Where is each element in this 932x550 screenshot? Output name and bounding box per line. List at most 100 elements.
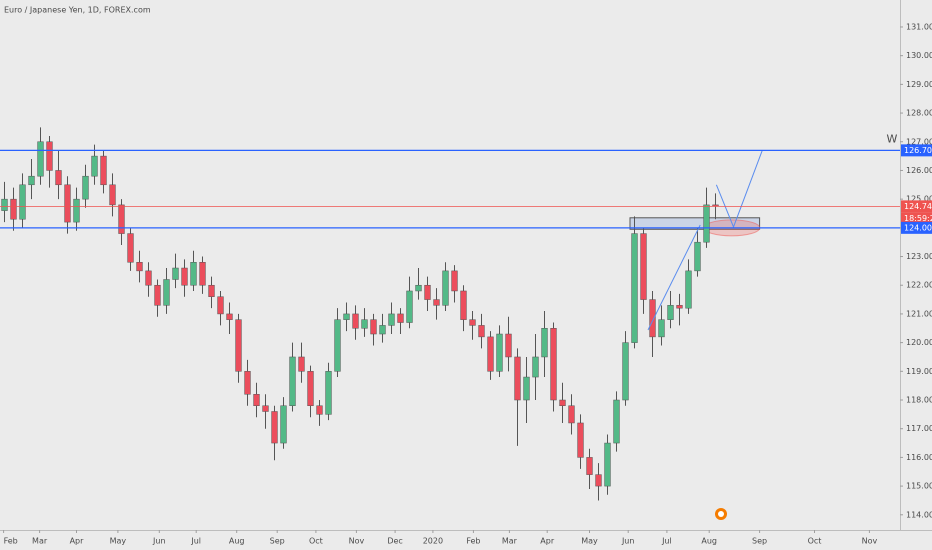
y-tick-label: 122.000	[906, 281, 932, 290]
candle-body	[82, 175, 89, 200]
x-tick-label: May	[581, 537, 598, 546]
x-tick-label: Sep	[270, 537, 285, 546]
y-tick-label: 117.000	[906, 424, 932, 433]
y-tick-label: 129.000	[906, 80, 932, 89]
candle-body	[514, 356, 521, 401]
x-tick-label: Apr	[70, 537, 85, 546]
candle-body	[37, 141, 44, 177]
candle-body	[361, 319, 368, 329]
y-tick-label: 130.000	[906, 51, 932, 60]
y-tick-label: 125.000	[906, 195, 932, 204]
y-tick-label: 116.000	[906, 453, 932, 462]
candle-body	[280, 405, 287, 444]
x-tick-label: Oct	[808, 537, 822, 546]
candle-body	[307, 371, 314, 406]
candle-body	[406, 290, 413, 323]
candle-body	[640, 233, 647, 300]
candle-body	[181, 267, 188, 286]
countdown: 18:59:26	[904, 214, 932, 223]
x-tick-label: 2020	[423, 537, 443, 546]
candle-body	[451, 270, 458, 292]
candle-body	[136, 262, 143, 272]
candle-body	[10, 198, 17, 220]
projection-line	[715, 150, 763, 229]
candle-body	[226, 313, 233, 320]
candle-body	[154, 284, 161, 306]
y-tick-label: 120.000	[906, 338, 932, 347]
candle-body	[217, 296, 224, 315]
candle-body	[478, 325, 485, 338]
candle-body	[325, 371, 332, 415]
x-tick-label: Jun	[152, 537, 166, 546]
candle-body	[496, 333, 503, 372]
price-label: 124.748	[904, 202, 932, 211]
candle-body	[334, 319, 341, 372]
y-tick-label: 131.000	[906, 22, 932, 31]
countdown-box	[901, 212, 932, 225]
candle-body	[271, 411, 278, 444]
candle-body	[631, 233, 638, 343]
x-tick-label: May	[110, 537, 127, 546]
candle-body	[19, 184, 26, 220]
candle-body	[55, 170, 62, 186]
x-tick-label: Aug	[701, 537, 717, 546]
candle-body	[703, 204, 710, 243]
candle-body	[91, 155, 98, 177]
x-tick-label: Feb	[466, 537, 480, 546]
candle-body	[298, 356, 305, 372]
candle-body	[622, 342, 629, 401]
candle-body	[388, 313, 395, 326]
x-tick-label: Apr	[540, 537, 555, 546]
price-label-box	[901, 144, 932, 157]
candle-body	[316, 405, 323, 415]
candle-body	[442, 270, 449, 306]
candle-body	[658, 319, 665, 338]
y-tick-label: 119.000	[906, 367, 932, 376]
candle-body	[253, 394, 260, 406]
candle-body	[415, 284, 422, 292]
y-tick-label: 114.000	[906, 510, 932, 519]
candle-body	[28, 175, 35, 186]
candle-body	[649, 299, 656, 338]
logo-icon-inner	[718, 511, 724, 517]
candle-body	[64, 184, 71, 223]
x-tick-label: Aug	[229, 537, 245, 546]
candle-body	[541, 328, 548, 358]
x-tick-label: Nov	[349, 537, 365, 546]
candle-body	[595, 474, 602, 487]
price-label: 124.000	[904, 223, 932, 232]
candle-body	[145, 270, 152, 286]
price-label-box	[901, 221, 932, 234]
trend-line	[647, 224, 701, 331]
candle-body	[199, 262, 206, 286]
candle-body	[1, 198, 8, 211]
candle-body	[550, 328, 557, 401]
candle-body	[262, 405, 269, 412]
y-tick-label: 121.000	[906, 309, 932, 318]
candle-body	[424, 284, 431, 300]
candle-body	[532, 356, 539, 378]
candle-body	[469, 319, 476, 326]
candle-body	[460, 290, 467, 320]
price-label-box	[901, 200, 932, 213]
chart-title: Euro / Japanese Yen, 1D, FOREX.com	[4, 6, 151, 15]
x-tick-label: Jul	[661, 537, 672, 546]
x-tick-label: Mar	[502, 537, 518, 546]
x-tick-label: Jul	[190, 537, 201, 546]
y-tick-label: 118.000	[906, 396, 932, 405]
candle-body	[118, 204, 125, 234]
x-tick-label: Jun	[621, 537, 635, 546]
candle-body	[568, 405, 575, 424]
candle-body	[505, 333, 512, 358]
candle-body	[487, 336, 494, 372]
zone	[629, 217, 761, 230]
y-tick-label: 123.000	[906, 252, 932, 261]
candle-body	[685, 270, 692, 309]
candle-body	[208, 284, 215, 297]
candle-body	[559, 399, 566, 406]
x-tick-label: Sep	[752, 537, 767, 546]
candle-body	[46, 141, 53, 171]
candle-body	[433, 299, 440, 306]
